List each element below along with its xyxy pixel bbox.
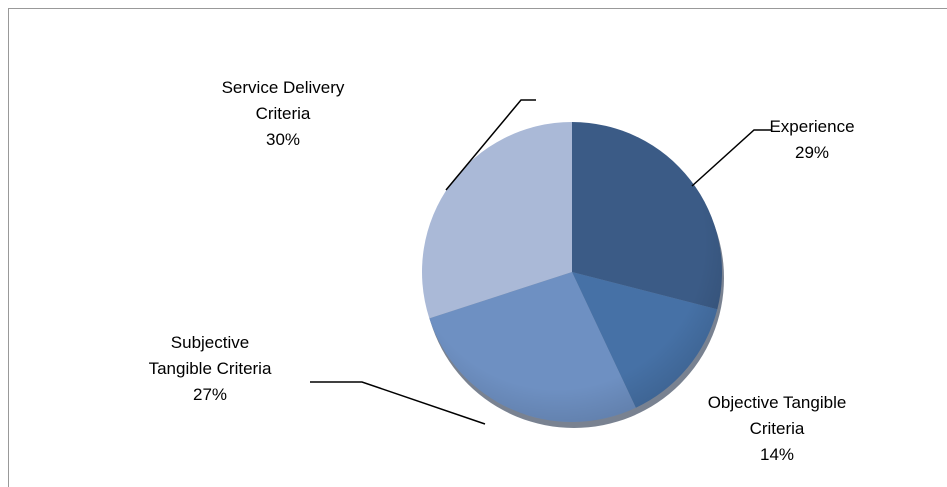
data-label: Objective Tangible Criteria 14% — [682, 390, 872, 468]
label-value: 30% — [265, 130, 301, 149]
leader-line — [445, 99, 536, 191]
label-value: 27% — [192, 385, 228, 404]
label-name: Service Delivery Criteria — [221, 78, 345, 123]
label-value: 14% — [759, 445, 795, 464]
data-label: Service Delivery Criteria 30% — [188, 75, 378, 153]
data-label: Experience 29% — [717, 114, 907, 166]
label-name: Subjective Tangible Criteria — [148, 333, 272, 378]
leader-line — [310, 381, 486, 425]
leader-line — [691, 129, 772, 187]
frame — [8, 8, 947, 487]
label-name: Objective Tangible Criteria — [707, 393, 847, 438]
label-value: 29% — [794, 143, 830, 162]
label-name: Experience — [769, 117, 855, 136]
data-label: Subjective Tangible Criteria 27% — [115, 330, 305, 408]
